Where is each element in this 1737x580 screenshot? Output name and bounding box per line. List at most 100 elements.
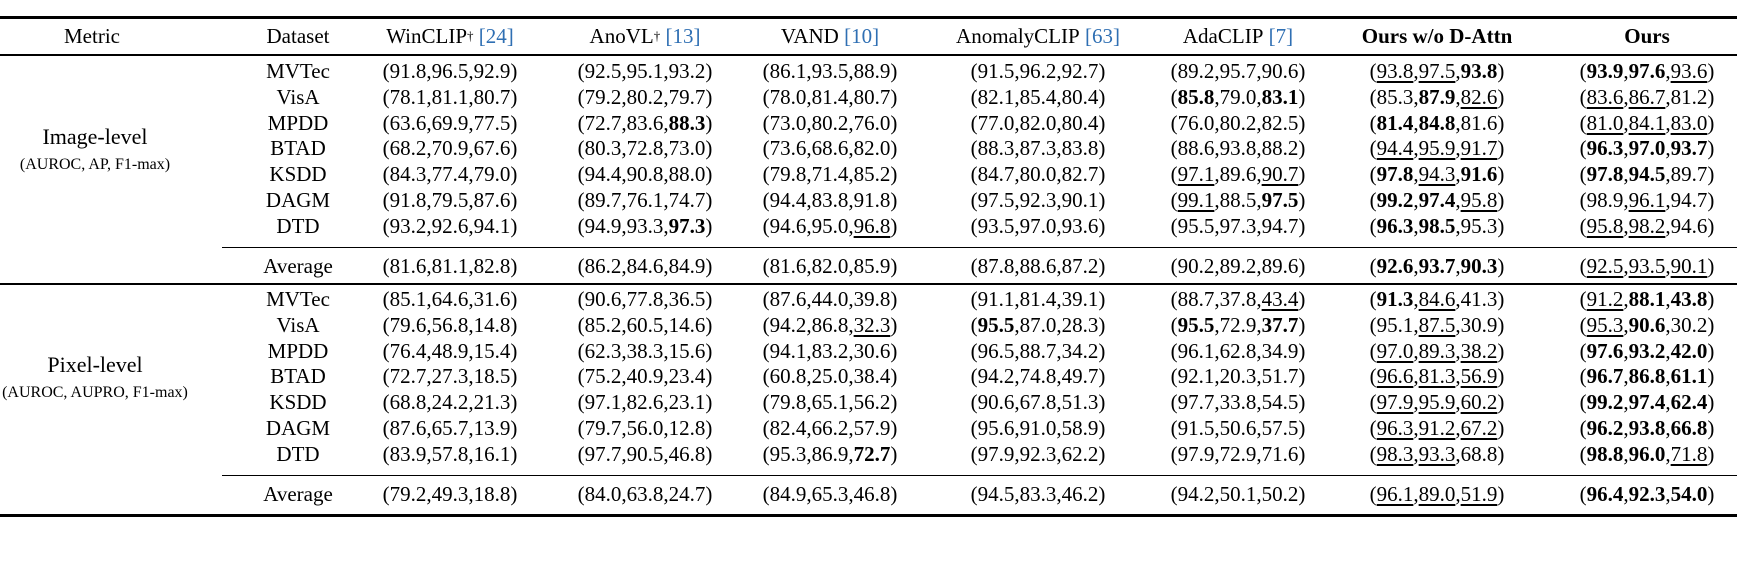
dataset-cell: VisA [243,85,353,111]
table-value: 46.2 [1061,481,1099,506]
table-row: DTD (83.9, 57.8, 16.1) (97.7, 90.5, 46.8) (… [0,441,1737,467]
value-cell: (80.3, 72.8, 73.0) [577,136,713,161]
top-rule [0,16,1737,19]
value-cell: (60.8, 25.0, 38.4) [762,364,898,389]
table-value: 98.3 [1376,441,1414,466]
table-value: 92.6 [431,213,469,238]
value-cell: (91.3, 84.6, 41.3) [1369,287,1505,312]
table-value: 97.1 [1177,162,1215,187]
table-value: 56.0 [626,415,664,440]
value-cell: (85.2, 60.5, 14.6) [577,313,713,338]
value-cell: (94.6, 95.0, 96.8) [762,213,898,238]
table-value: 81.6 [389,253,427,278]
table-value: 76.1 [626,187,664,212]
value-cell: (86.2, 84.6, 84.9) [577,253,713,278]
table-value: 91.0 [1019,415,1057,440]
value-cell: (96.4, 92.3, 54.0) [1579,481,1715,506]
table-value: 73.0 [769,110,807,135]
value-cell: (89.2, 95.7, 90.6) [1170,59,1306,84]
table-value: 88.5 [1219,187,1257,212]
table-value: 93.8 [1219,136,1257,161]
value-cell: (92.6, 93.7, 90.3) [1369,253,1505,278]
table-value: 90.8 [626,162,664,187]
table-value: 94.7 [1670,187,1708,212]
table-value: 81.6 [1460,110,1498,135]
value-cell: (72.7, 83.6, 88.3) [577,110,713,135]
table-value: 92.9 [473,59,511,84]
table-value: 99.2 [1376,187,1414,212]
table-value: 88.6 [1177,136,1215,161]
value-cell: (95.5, 72.9, 37.7) [1170,313,1306,338]
table-value: 90.6 [1628,313,1666,338]
value-cell: (94.2, 50.1, 50.2) [1170,481,1306,506]
table-value: 90.1 [1670,253,1708,278]
table-value: 67.8 [1019,390,1057,415]
dataset-cell: DTD [243,213,353,239]
value-cell: (82.4, 66.2, 57.9) [762,415,898,440]
table-value: 72.7 [389,364,427,389]
table-value: 30.6 [853,338,891,363]
table-value: 84.8 [1418,110,1456,135]
table-value: 94.4 [1376,136,1414,161]
table-value: 96.5 [431,59,469,84]
table-value: 82.4 [769,415,807,440]
table-value: 92.1 [1177,364,1215,389]
value-cell: (97.0, 89.3, 38.2) [1369,338,1505,363]
dataset-cell: DTD [243,441,353,467]
table-value: 89.3 [1418,338,1456,363]
header-rule [0,54,1737,56]
average-separator-rule [222,475,1737,476]
value-cell: (79.2, 49.3, 18.8) [382,481,518,506]
table-value: 81.4 [811,85,849,110]
table-value: 77.4 [431,162,469,187]
table-value: 81.6 [769,253,807,278]
table-value: 92.5 [1586,253,1624,278]
value-cell: (97.9, 95.9, 60.2) [1369,390,1505,415]
table-row: MPDD (76.4, 48.9, 15.4) (62.3, 38.3, 15.6)… [0,338,1737,364]
table-value: 82.0 [853,136,891,161]
table-value: 80.3 [584,136,622,161]
average-separator-rule [222,246,1737,248]
column-header-label: Ours [1624,23,1670,48]
table-value: 33.8 [1219,390,1257,415]
table-value: 93.8 [1628,415,1666,440]
table-value: 80.2 [1219,110,1257,135]
column-header: Ours [1552,19,1737,53]
table-value: 95.5 [977,313,1015,338]
value-cell: (91.1, 81.4, 39.1) [970,287,1106,312]
table-value: 93.6 [1670,59,1708,84]
table-value: 23.4 [668,364,706,389]
table-value: 24.7 [668,481,706,506]
table-value: 54.0 [1670,481,1708,506]
table-value: 62.8 [1219,338,1257,363]
table-value: 27.3 [431,364,469,389]
column-header: AnoVL † [13] [545,19,745,53]
table-value: 88.7 [1177,287,1215,312]
table-value: 12.8 [668,415,706,440]
dataset-name: Average [263,253,333,278]
table-value: 83.9 [389,441,427,466]
table-value: 92.3 [1019,441,1057,466]
table-value: 83.6 [626,110,664,135]
table-value: 72.7 [584,110,622,135]
value-cell: (94.2, 74.8, 49.7) [970,364,1106,389]
value-cell: (91.5, 96.2, 92.7) [970,59,1106,84]
value-cell: (78.1, 81.1, 80.7) [382,85,518,110]
table-value: 65.3 [811,481,849,506]
table-value: 82.1 [977,85,1015,110]
table-value: 94.1 [473,213,511,238]
table-value: 56.2 [853,390,891,415]
table-value: 93.7 [1418,253,1456,278]
table-value: 68.8 [389,390,427,415]
value-cell: (89.7, 76.1, 74.7) [577,187,713,212]
metric-label: Image-level (AUROC, AP, F1-max) [0,59,190,239]
table-value: 87.3 [1019,136,1057,161]
table-value: 95.8 [1586,213,1624,238]
table-value: 91.5 [1177,415,1215,440]
table-value: 96.8 [853,213,891,238]
table-value: 85.9 [853,253,891,278]
table-value: 24.2 [431,390,469,415]
value-cell: (68.2, 70.9, 67.6) [382,136,518,161]
column-header-label: AnomalyCLIP [956,23,1080,48]
table-row: DAGM (91.8, 79.5, 87.6) (89.7, 76.1, 74.7)… [0,188,1737,214]
